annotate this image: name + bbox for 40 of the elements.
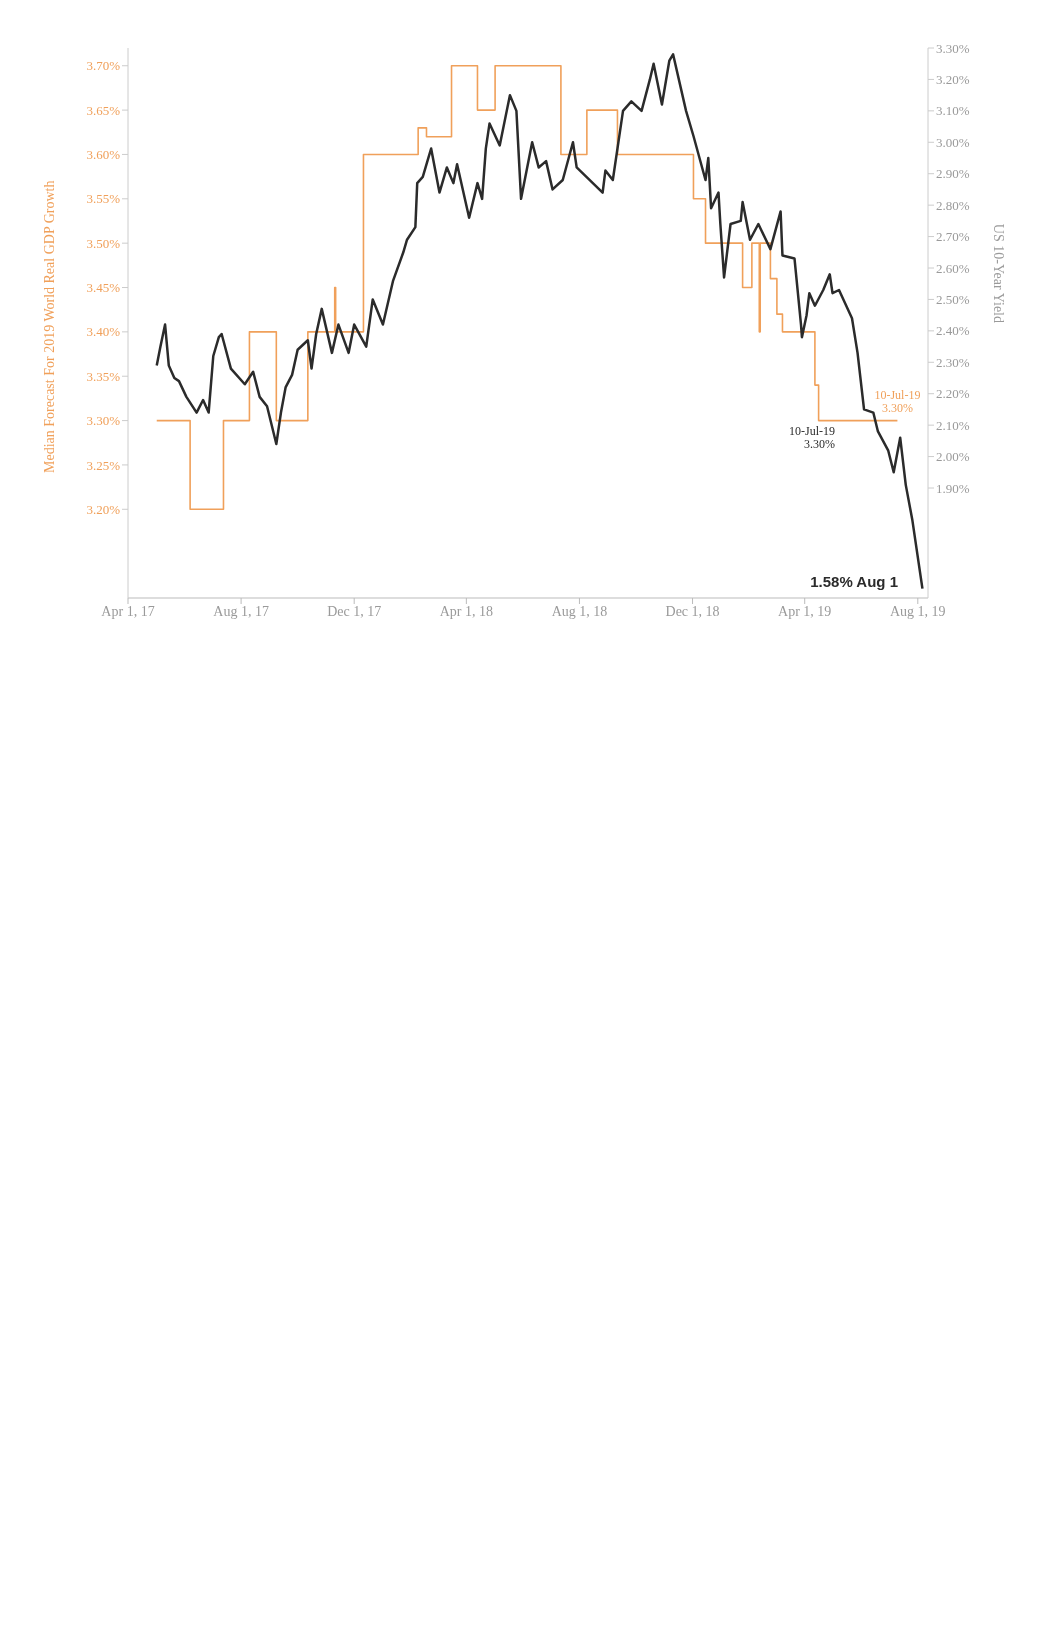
annotation: 10-Jul-19 3.30%: [788, 424, 835, 452]
y2-tick-label: 2.30%: [936, 354, 970, 370]
y2-tick-label: 3.30%: [936, 40, 970, 56]
y2-tick-label: 2.60%: [936, 260, 970, 276]
x-tick-label: Dec 1, 18: [665, 603, 720, 619]
y-tick-label: 3.20%: [86, 501, 121, 517]
x-tick-label: Apr 1, 19: [778, 603, 832, 619]
y2-tick-label: 3.10%: [936, 103, 970, 119]
y-tick-label: 3.50%: [86, 235, 121, 251]
y-tick-label: 3.55%: [86, 191, 121, 207]
y2-tick-label: 2.00%: [936, 449, 970, 465]
y-axis-title: Median Forecast For 2019 World Real GDP Growth: [41, 180, 57, 473]
x-tick-label: Aug 1, 19: [889, 603, 946, 619]
x-tick-label: Apr 1, 18: [439, 603, 493, 619]
y-tick-label: 3.65%: [86, 102, 121, 118]
x-tick-label: Apr 1, 17: [101, 603, 155, 619]
y2-tick-label: 2.80%: [936, 197, 970, 213]
y-tick-label: 3.60%: [86, 147, 121, 163]
y2-tick-label: 2.90%: [936, 166, 970, 182]
y2-tick-label: 2.40%: [936, 323, 970, 339]
y-tick-label: 3.30%: [86, 413, 121, 429]
y2-tick-label: 2.20%: [936, 386, 970, 402]
y-tick-label: 3.45%: [86, 280, 121, 296]
x-tick-label: Aug 1, 17: [213, 603, 269, 619]
y2-tick-label: 2.70%: [936, 229, 970, 245]
x-tick-label: Aug 1, 18: [551, 603, 608, 619]
annotation: 10-Jul-19 3.30%: [874, 387, 921, 415]
y-tick-label: 3.35%: [86, 368, 121, 384]
y2-tick-label: 3.20%: [936, 72, 970, 88]
y2-tick-label: 2.10%: [936, 417, 970, 433]
y2-tick-label: 2.50%: [936, 292, 970, 308]
y-tick-label: 3.70%: [86, 58, 121, 74]
annotation: 1.58% Aug 1: [809, 573, 898, 591]
x-tick-label: Dec 1, 17: [327, 603, 382, 619]
y2-tick-label: 1.90%: [936, 480, 970, 496]
y2-tick-label: 3.00%: [936, 134, 970, 150]
y-tick-label: 3.25%: [86, 457, 121, 473]
line-series: [155, 53, 924, 590]
y-tick-label: 3.40%: [86, 324, 121, 340]
y2-axis-title: US 10-Year Yield: [991, 223, 1007, 323]
